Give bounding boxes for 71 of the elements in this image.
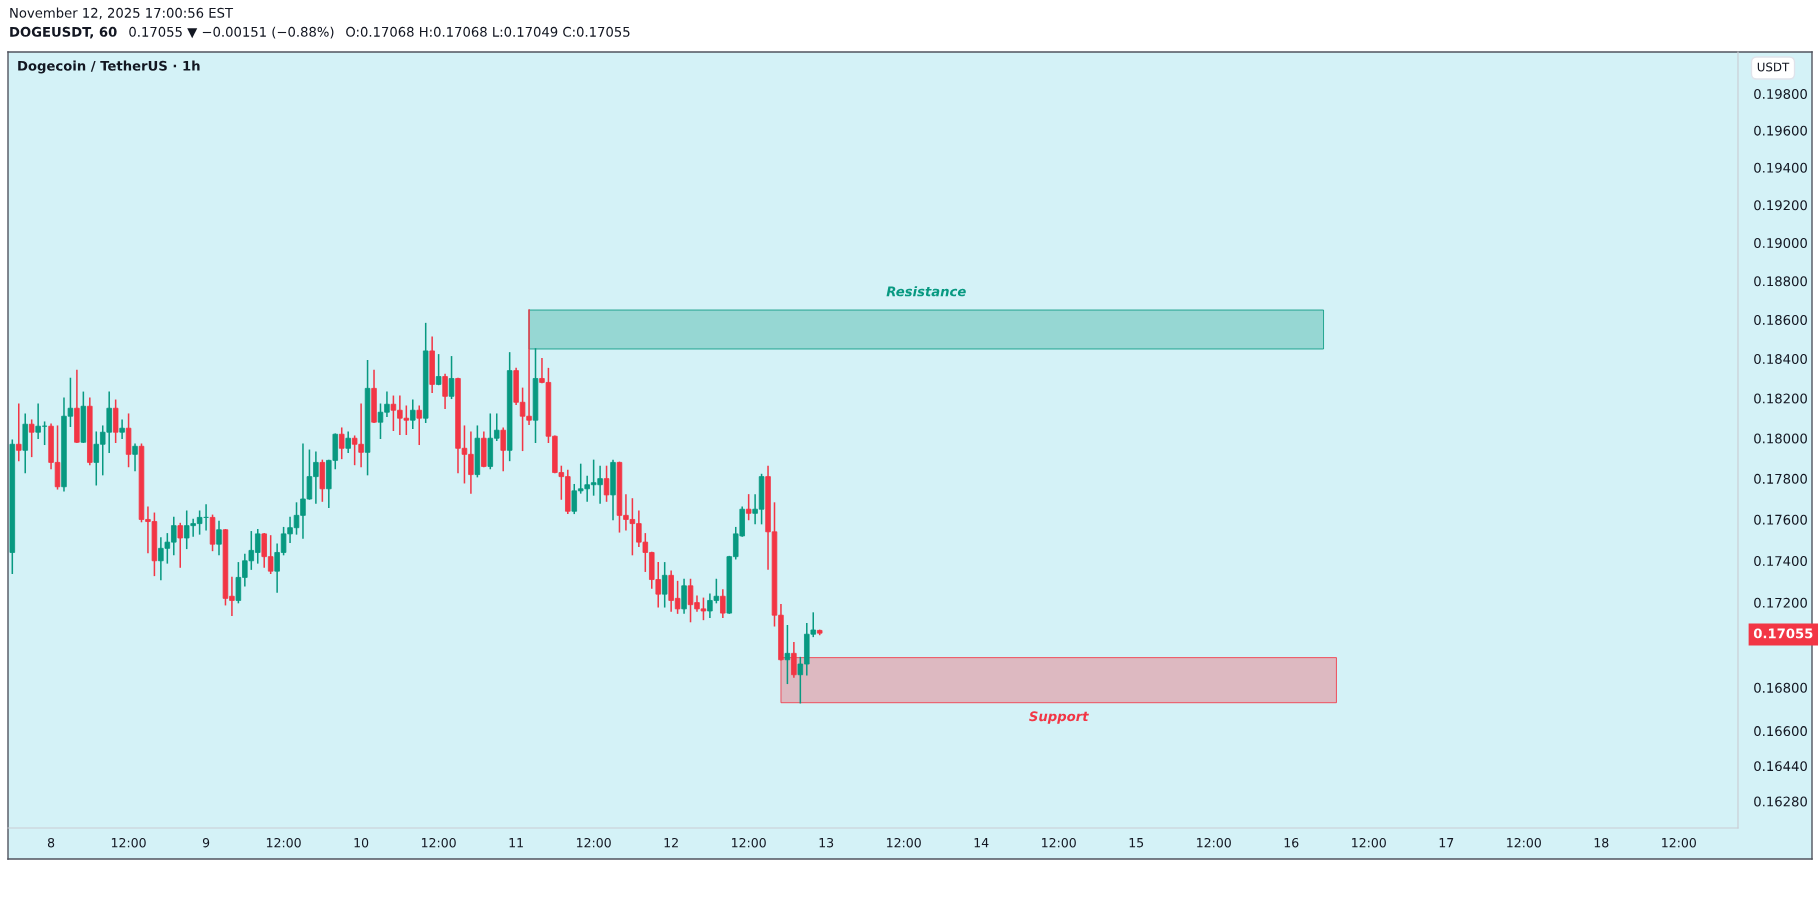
x-tick-label: 11 <box>509 838 523 848</box>
text: DOGEUSDT, 60 <box>10 26 117 39</box>
x-tick-label: 12:00 <box>1197 837 1231 848</box>
candlestick <box>416 405 422 446</box>
legend-label: Support <box>1029 711 1089 724</box>
x-tick-label: 12:00 <box>1662 837 1696 848</box>
legend-label: Resistance <box>886 286 966 297</box>
candlestick <box>28 419 35 458</box>
text: 0.17055 ▼ −0.00151 (−0.88%) <box>129 26 334 39</box>
candlestick <box>132 443 138 472</box>
x-tick-label: 10 <box>354 837 369 848</box>
x-tick-label: 12:00 <box>421 837 456 848</box>
y-tick-label: 0.17200 <box>1754 597 1807 608</box>
candlestick <box>177 522 183 568</box>
y-tick-label: 0.17800 <box>1754 473 1807 484</box>
text: Dogecoin / TetherUS · 1h <box>18 60 200 74</box>
x-tick-label: 8 <box>47 837 55 848</box>
x-tick-label: 13 <box>819 837 834 848</box>
x-tick-label: 17 <box>1439 838 1454 848</box>
x-tick-label: 12:00 <box>732 837 766 848</box>
x-tick-label: 12:00 <box>111 837 146 848</box>
candlestick <box>745 494 752 521</box>
text: O:0.17068 H:0.17068 L:0.17049 C:0.17055 <box>346 26 630 37</box>
y-tick-label: 0.18400 <box>1754 354 1807 364</box>
y-tick-label: 0.17055 <box>1753 628 1813 639</box>
candlestick <box>720 589 726 619</box>
y-tick-label: 0.17400 <box>1754 556 1807 566</box>
x-tick-label: 9 <box>202 837 210 848</box>
x-tick-label: 18 <box>1594 837 1609 848</box>
y-tick-label: 0.16800 <box>1754 682 1807 693</box>
candlestick <box>448 356 455 400</box>
x-tick-label: 15 <box>1129 838 1144 848</box>
text: November 12, 2025 17:00:56 EST <box>10 7 234 20</box>
y-tick-label: 0.18200 <box>1754 393 1807 404</box>
y-tick-label: 0.18600 <box>1754 314 1807 325</box>
y-tick-label: 0.16600 <box>1754 726 1807 737</box>
y-tick-label: 0.17600 <box>1754 514 1807 525</box>
candlestick <box>442 373 448 410</box>
y-tick-label: 0.16280 <box>1754 796 1807 807</box>
candlestick <box>661 562 668 608</box>
y-tick-label: 0.18800 <box>1754 276 1807 287</box>
y-axis-title: USDT <box>1757 62 1790 72</box>
y-tick-label: 0.19200 <box>1754 200 1807 211</box>
y-tick-label: 0.19800 <box>1754 88 1807 99</box>
candlestick <box>216 520 222 556</box>
candlestick <box>784 624 791 685</box>
candlestick <box>791 641 797 678</box>
candlestick <box>112 399 119 444</box>
candlestick <box>603 465 610 502</box>
y-tick-label: 0.19400 <box>1754 162 1807 173</box>
x-tick-label: 12:00 <box>1507 837 1541 848</box>
y-tick-label: 0.16440 <box>1754 761 1807 772</box>
candlestick <box>435 354 442 386</box>
x-tick-label: 12:00 <box>577 837 611 848</box>
x-tick-label: 12:00 <box>887 837 921 848</box>
x-tick-label: 12 <box>664 837 678 848</box>
candlestick <box>16 403 22 462</box>
y-tick-label: 0.18000 <box>1754 433 1807 444</box>
candlestick <box>338 427 345 460</box>
y-tick-label: 0.19000 <box>1754 238 1807 249</box>
candlestick <box>119 419 125 440</box>
x-tick-label: 16 <box>1284 837 1299 848</box>
candlestick <box>410 399 416 429</box>
x-tick-label: 12:00 <box>1352 837 1386 848</box>
x-tick-label: 12:00 <box>1042 837 1076 848</box>
y-tick-label: 0.19600 <box>1754 125 1807 136</box>
candlestick <box>500 427 506 472</box>
candlestick <box>345 431 351 454</box>
x-tick-label: 12:00 <box>266 837 301 848</box>
candlestick <box>681 578 687 614</box>
x-tick-label: 14 <box>974 838 989 848</box>
